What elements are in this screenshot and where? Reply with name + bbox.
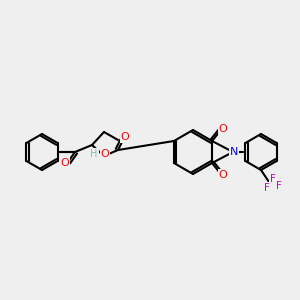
Text: F: F (270, 174, 276, 184)
Text: F: F (264, 183, 270, 193)
Text: F: F (276, 181, 282, 191)
Text: O: O (100, 149, 109, 159)
Text: O: O (219, 170, 227, 180)
Text: H: H (90, 149, 98, 159)
Text: O: O (219, 124, 227, 134)
Text: O: O (121, 132, 129, 142)
Text: N: N (230, 147, 238, 157)
Text: O: O (61, 158, 69, 168)
